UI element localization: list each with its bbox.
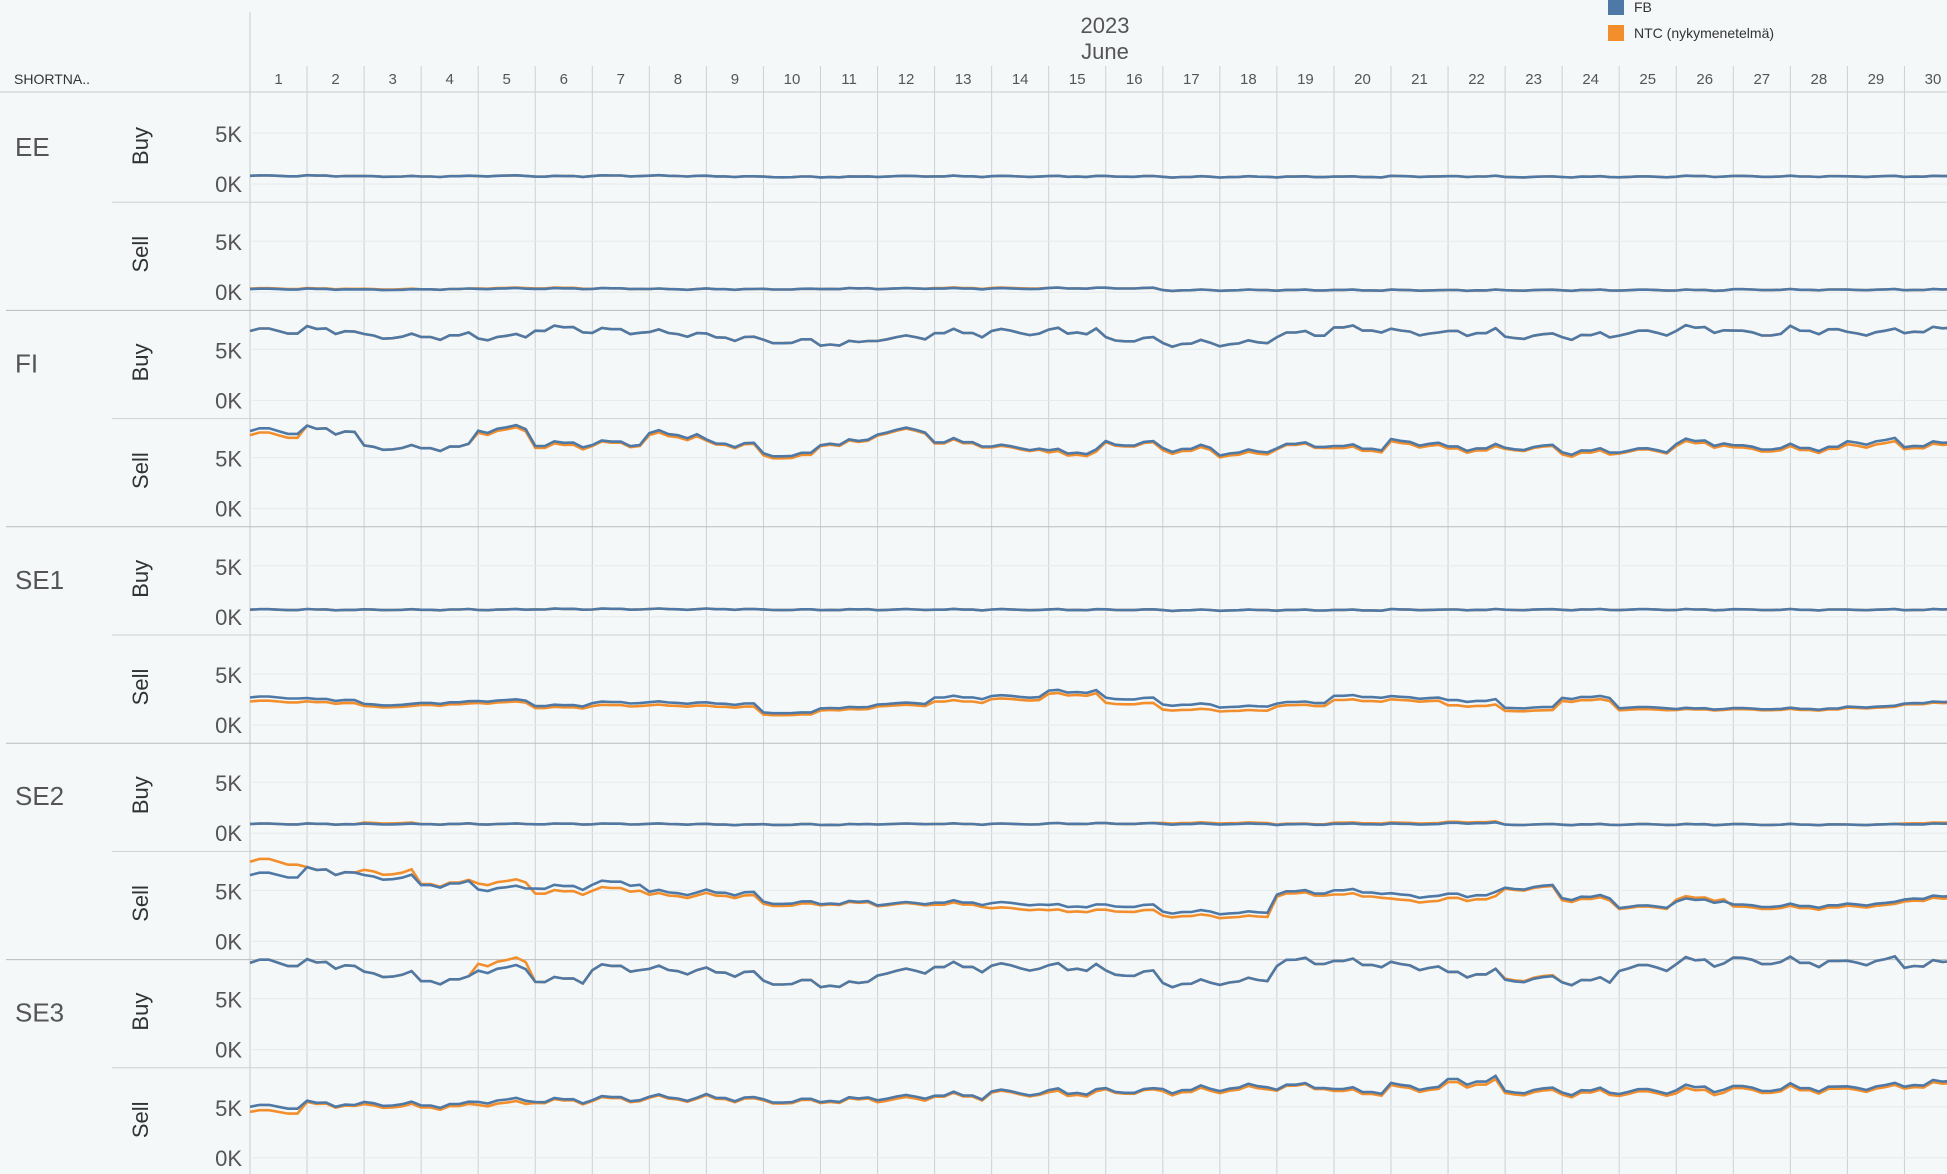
area-label-se2: SE2 [15, 781, 64, 811]
ntc-line-se1-sell [249, 691, 1947, 717]
y-tick-0k: 0K [215, 1146, 242, 1171]
fb-line-se1-buy [249, 607, 1947, 613]
fb-line-ee-buy [249, 173, 1947, 179]
fb-line-fi-sell [249, 423, 1947, 458]
day-label-27: 27 [1753, 71, 1770, 88]
day-label-12: 12 [898, 71, 915, 88]
direction-label-sell: Sell [128, 452, 153, 489]
fb-line-se3-sell [249, 1074, 1947, 1110]
ntc-line-se3-sell [249, 1077, 1947, 1115]
direction-label-buy: Buy [128, 343, 153, 381]
y-tick-5k: 5K [215, 555, 242, 580]
day-label-28: 28 [1811, 71, 1828, 88]
day-label-17: 17 [1183, 71, 1200, 88]
area-label-fi: FI [15, 348, 38, 378]
direction-label-sell: Sell [128, 669, 153, 706]
row-field-label: SHORTNA.. [14, 71, 90, 87]
day-label-19: 19 [1297, 71, 1314, 88]
y-tick-0k: 0K [215, 497, 242, 522]
day-label-8: 8 [674, 71, 682, 88]
direction-label-buy: Buy [128, 993, 153, 1031]
direction-label-sell: Sell [128, 1101, 153, 1138]
y-tick-0k: 0K [215, 713, 242, 738]
y-tick-0k: 0K [215, 605, 242, 630]
y-tick-0k: 0K [215, 929, 242, 954]
legend-swatch-ntc [1608, 25, 1624, 41]
fb-line-se1-sell [249, 688, 1947, 715]
day-label-30: 30 [1925, 71, 1942, 88]
y-tick-5k: 5K [215, 230, 242, 255]
day-label-9: 9 [731, 71, 739, 88]
day-label-25: 25 [1639, 71, 1656, 88]
day-label-7: 7 [617, 71, 625, 88]
y-tick-0k: 0K [215, 821, 242, 846]
day-label-21: 21 [1411, 71, 1428, 88]
legend-item-ntc[interactable]: NTC (nykymenetelmä) [1608, 20, 1774, 46]
day-label-3: 3 [388, 71, 396, 88]
day-label-24: 24 [1582, 71, 1599, 88]
day-label-29: 29 [1868, 71, 1885, 88]
fb-line-se3-buy [249, 954, 1947, 989]
y-tick-5k: 5K [215, 988, 242, 1013]
fb-line-ee-sell [249, 286, 1947, 293]
day-label-16: 16 [1126, 71, 1143, 88]
day-label-4: 4 [446, 71, 454, 88]
y-tick-0k: 0K [215, 172, 242, 197]
y-tick-5k: 5K [215, 879, 242, 904]
day-label-14: 14 [1012, 71, 1029, 88]
direction-label-buy: Buy [128, 776, 153, 814]
area-label-se3: SE3 [15, 998, 64, 1028]
day-label-13: 13 [955, 71, 972, 88]
day-label-15: 15 [1069, 71, 1086, 88]
y-tick-5k: 5K [215, 122, 242, 147]
direction-label-sell: Sell [128, 236, 153, 273]
day-label-18: 18 [1240, 71, 1257, 88]
area-label-ee: EE [15, 132, 50, 162]
fb-line-se2-buy [249, 820, 1947, 827]
ntc-line-se3-buy [249, 954, 1947, 989]
y-tick-5k: 5K [215, 447, 242, 472]
direction-label-buy: Buy [128, 127, 153, 165]
day-label-22: 22 [1468, 71, 1485, 88]
y-tick-0k: 0K [215, 280, 242, 305]
direction-label-buy: Buy [128, 560, 153, 598]
legend: FB NTC (nykymenetelmä) [1608, 0, 1774, 46]
y-tick-0k: 0K [215, 388, 242, 413]
y-tick-5k: 5K [215, 1096, 242, 1121]
day-label-1: 1 [274, 71, 282, 88]
day-label-2: 2 [331, 71, 339, 88]
day-label-5: 5 [503, 71, 511, 88]
legend-label-ntc: NTC (nykymenetelmä) [1634, 25, 1775, 41]
ntc-line-se2-sell [249, 857, 1947, 920]
legend-label-fb: FB [1634, 0, 1652, 15]
area-label-se1: SE1 [15, 565, 64, 595]
day-label-10: 10 [784, 71, 801, 88]
day-label-26: 26 [1696, 71, 1713, 88]
fb-line-se2-sell [249, 865, 1947, 916]
day-label-11: 11 [841, 71, 857, 88]
legend-swatch-fb [1608, 0, 1624, 15]
y-tick-5k: 5K [215, 663, 242, 688]
y-tick-0k: 0K [215, 1038, 242, 1063]
day-label-20: 20 [1354, 71, 1371, 88]
ntc-line-fi-sell [249, 424, 1947, 460]
header-year: 2023 [1081, 13, 1130, 38]
y-tick-5k: 5K [215, 771, 242, 796]
day-label-6: 6 [560, 71, 568, 88]
fb-line-fi-buy [249, 323, 1947, 349]
y-tick-5k: 5K [215, 338, 242, 363]
header-month: June [1081, 39, 1129, 64]
direction-label-sell: Sell [128, 885, 153, 922]
legend-item-fb[interactable]: FB [1608, 0, 1774, 20]
day-label-23: 23 [1525, 71, 1542, 88]
